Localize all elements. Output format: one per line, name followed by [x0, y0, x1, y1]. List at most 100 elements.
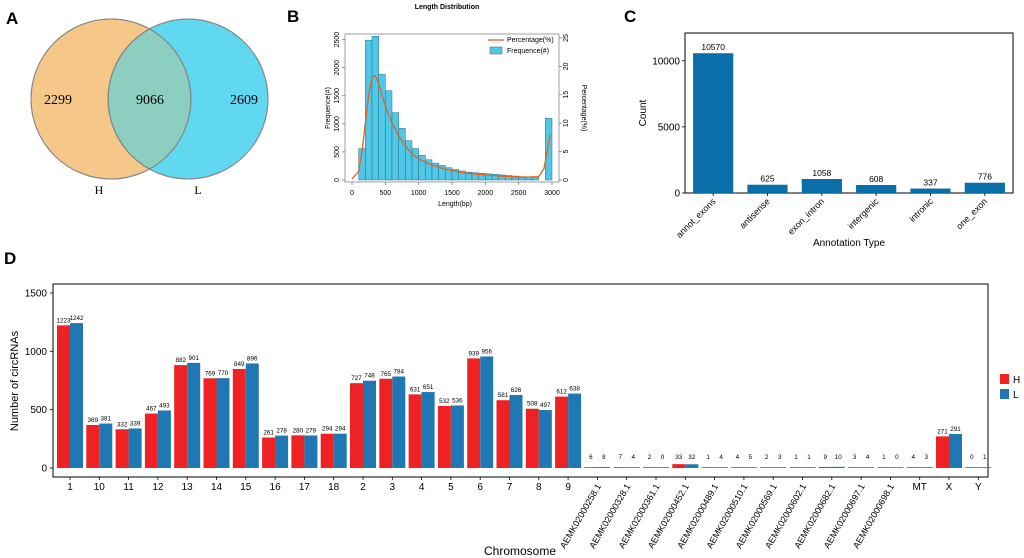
bar-h-value: 4 — [736, 454, 740, 461]
legend-bar-marker — [489, 46, 503, 55]
annotation-y-tick-label: 10000 — [652, 56, 680, 67]
bar-l-value: 896 — [247, 355, 258, 362]
bar-l-value: 279 — [306, 427, 317, 434]
histogram-x-tick-label: 0 — [350, 190, 354, 197]
bar-l-value: 278 — [276, 428, 287, 435]
annotation-category-label: one_exon — [954, 196, 989, 231]
bar-l — [802, 467, 816, 468]
annotation-bar-value: 1058 — [812, 168, 831, 178]
bar-h — [350, 383, 363, 468]
bar-l-value: 901 — [188, 355, 199, 362]
annotation-y-tick-label: 0 — [674, 189, 680, 200]
bar-h-value: 3 — [853, 454, 857, 461]
histogram-panel: Length Distribution 0 500 1000 1500 2000 2500… — [325, 4, 587, 208]
chromosome-category-label: X — [946, 482, 953, 493]
bar-l-value: 493 — [159, 402, 170, 409]
bar-l — [304, 435, 318, 468]
chromosome-category-label: 4 — [419, 482, 425, 493]
annotation-bar-value: 10570 — [701, 42, 725, 52]
histogram-bar — [411, 148, 419, 181]
bar-h-value: 4 — [911, 454, 915, 461]
bar-h-value: 294 — [322, 426, 333, 433]
histogram-y2-tick-label: 15 — [563, 91, 570, 99]
annotation-bar-value: 337 — [923, 178, 937, 188]
bar-h — [877, 467, 891, 468]
histogram-bar — [531, 176, 539, 181]
bar-h-value: 2 — [765, 454, 769, 461]
annotation-category-label: annot_exons — [674, 196, 718, 240]
bar-h — [203, 378, 217, 468]
bar-h — [408, 394, 422, 468]
bar-h — [379, 378, 393, 468]
bar-h-value: 271 — [937, 428, 948, 435]
histogram-y-label: Frequence(#) — [325, 87, 332, 129]
annotation-bar — [856, 184, 897, 193]
bar-h — [789, 467, 803, 468]
bar-h-value: 33 — [675, 454, 683, 461]
bar-h-value: 1 — [794, 454, 798, 461]
bar-l — [626, 467, 640, 468]
legend-h-label: H — [1013, 375, 1020, 386]
bar-l — [245, 363, 259, 468]
bar-h — [115, 429, 129, 468]
histogram-x-tick-label: 2500 — [511, 190, 527, 197]
bar-l-value: 626 — [511, 387, 522, 394]
bar-h — [174, 365, 188, 468]
bar-h-value: 939 — [468, 350, 479, 357]
bar-l-value: 5 — [749, 454, 753, 461]
bar-l — [773, 467, 787, 468]
chromosome-category-label: 12 — [152, 482, 164, 493]
annotation-category-label: antisense — [738, 196, 772, 230]
bar-h — [906, 467, 920, 468]
chromosome-category-label: 13 — [182, 482, 194, 493]
bar-h-value: 631 — [410, 386, 421, 393]
bar-h — [232, 368, 246, 468]
bar-l-value: 10 — [835, 454, 843, 461]
bar-h — [672, 464, 686, 468]
bar-h-value: 0 — [970, 454, 974, 461]
chromosome-y-label: Number of circRNAs — [9, 330, 21, 431]
histogram-y-tick-label: 500 — [334, 146, 341, 158]
annotation-frame — [684, 32, 1014, 194]
histogram-bars — [358, 35, 553, 181]
bar-l-value: 748 — [364, 373, 375, 380]
bar-h-value: 765 — [381, 371, 392, 378]
chromosome-category-label: 8 — [536, 482, 542, 493]
bar-h-value: 532 — [439, 398, 450, 405]
bar-l — [392, 376, 406, 468]
bar-h-value: 727 — [351, 375, 362, 382]
bar-l — [861, 467, 875, 468]
chromosome-y-tick-label: 0 — [41, 464, 47, 475]
annotation-bar-value: 625 — [760, 174, 774, 184]
bar-h — [291, 435, 305, 468]
venn-set-h-label: H — [95, 183, 104, 197]
chromosome-category-label: 15 — [240, 482, 252, 493]
bar-l-value: 784 — [394, 369, 405, 376]
bar-h — [643, 467, 656, 468]
bar-h — [144, 413, 158, 468]
bar-h-value: 508 — [527, 401, 538, 408]
bar-l-value: 0 — [661, 454, 665, 461]
histogram-x-tick-label: 500 — [379, 190, 391, 197]
bar-l — [70, 323, 83, 468]
histogram-x-tick-label: 2000 — [478, 190, 494, 197]
bar-l-value: 1 — [983, 454, 987, 461]
panel-label-d: D — [4, 249, 16, 268]
chromosome-category-label: 5 — [448, 482, 454, 493]
chromosome-category-label: 14 — [211, 482, 223, 493]
histogram-y2-tick-label: 10 — [563, 119, 570, 127]
bar-l-value: 294 — [335, 426, 346, 433]
annotation-bar-value: 608 — [869, 174, 883, 184]
bar-l — [187, 362, 201, 468]
histogram-bar — [378, 74, 386, 181]
bar-l-value: 3 — [924, 454, 928, 461]
annotation-x-label: Annotation Type — [813, 238, 886, 249]
bar-h-value: 261 — [263, 430, 274, 437]
legend-l-swatch — [1000, 389, 1009, 399]
bar-h-value: 769 — [205, 370, 216, 377]
chromosome-legend: H L — [1000, 374, 1020, 401]
bar-l-value: 497 — [540, 402, 551, 409]
chromosome-category-label: 2 — [360, 482, 366, 493]
